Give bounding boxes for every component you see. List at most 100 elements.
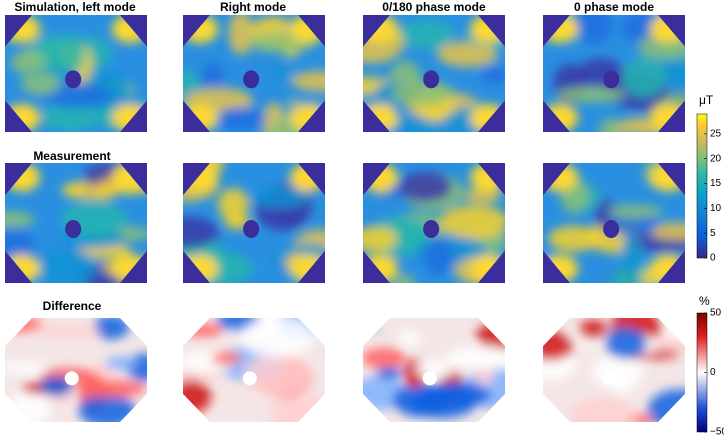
field-blob — [273, 65, 296, 82]
heatmap-field — [363, 318, 505, 422]
heatmap-field — [543, 318, 685, 422]
colorbar-unit: μT — [699, 93, 714, 107]
field-blob — [476, 318, 505, 351]
center-spot — [64, 371, 79, 386]
field-blob — [604, 327, 647, 359]
field-blob — [78, 393, 136, 422]
field-blob — [398, 330, 421, 348]
field-blob — [408, 385, 477, 419]
heatmap-field — [363, 163, 505, 283]
heatmap-panel — [363, 318, 505, 422]
colorbar-tick-label: 5 — [710, 228, 716, 239]
field-blob — [61, 183, 85, 197]
heatmap-panel — [543, 15, 685, 132]
heatmap-field — [363, 15, 505, 132]
heatmap-field — [183, 163, 325, 283]
center-spot — [423, 70, 440, 89]
field-blob — [243, 354, 312, 396]
field-blobs — [5, 318, 147, 422]
heatmap-field — [5, 318, 147, 422]
field-blob — [105, 356, 138, 371]
column-title: 0/180 phase mode — [382, 0, 486, 14]
field-blob — [42, 99, 98, 132]
heatmap-field — [5, 15, 147, 132]
heatmap-field — [183, 15, 325, 132]
center-spot — [65, 220, 82, 238]
field-blob — [183, 379, 212, 414]
field-blob — [556, 87, 626, 103]
field-blob — [363, 320, 381, 333]
field-blobs — [363, 163, 505, 283]
field-blob — [423, 237, 455, 276]
field-blobs — [5, 15, 147, 132]
heatmap-panel — [5, 163, 147, 283]
field-blob — [240, 318, 315, 358]
center-spot — [423, 220, 440, 238]
field-blob — [376, 366, 403, 380]
center-spot — [422, 371, 437, 386]
field-blob — [393, 274, 416, 283]
field-blobs — [363, 15, 505, 132]
center-spot — [243, 70, 260, 89]
field-blob — [228, 15, 253, 55]
field-blob — [214, 107, 267, 131]
row-label: Difference — [43, 299, 102, 313]
field-blob — [569, 396, 636, 422]
field-blob — [183, 323, 224, 337]
field-blob — [93, 318, 130, 340]
colorbar-tick-label: 10 — [710, 203, 722, 214]
heatmap-panel — [363, 15, 505, 132]
field-blob — [463, 187, 501, 204]
field-blob — [211, 352, 243, 365]
field-blob — [621, 234, 643, 273]
field-blob — [77, 379, 146, 398]
heatmap-panel — [543, 318, 685, 422]
field-blob — [574, 15, 614, 45]
colorbar-tick-label: 0 — [710, 367, 716, 378]
heatmap-panel — [183, 163, 325, 283]
field-blob — [446, 346, 505, 371]
center-spot — [243, 220, 260, 238]
field-blob — [391, 81, 455, 107]
heatmap-panel — [5, 318, 147, 422]
heatmap-field — [5, 163, 147, 283]
colorbar-tick-label: 20 — [710, 153, 722, 164]
field-blob — [291, 70, 325, 92]
colorbar-unit: % — [699, 294, 710, 308]
field-blob — [578, 320, 608, 340]
field-blob — [5, 211, 35, 228]
column-title: 0 phase mode — [574, 0, 654, 14]
field-blob — [648, 222, 685, 241]
field-blobs — [183, 163, 325, 283]
field-blob — [397, 20, 455, 49]
center-spot — [602, 371, 617, 386]
field-blob — [217, 188, 249, 221]
colorbar-tick-label: 25 — [710, 129, 722, 140]
colorbar-tick-label: −50 — [710, 427, 724, 438]
field-blob — [20, 72, 61, 95]
row-label: Measurement — [33, 149, 110, 163]
field-blob — [607, 204, 663, 219]
field-blob — [591, 355, 645, 388]
heatmap-panel — [183, 15, 325, 132]
center-spot — [242, 371, 257, 386]
center-spot — [603, 220, 620, 238]
heatmap-panel — [183, 318, 325, 422]
center-spot — [65, 70, 82, 89]
colorbar — [696, 113, 708, 259]
heatmap-panel — [5, 15, 147, 132]
colorbar-tick-label: 0 — [710, 253, 716, 264]
field-blob — [363, 347, 407, 369]
field-blob — [39, 376, 74, 396]
field-blob — [5, 361, 48, 374]
field-blob — [363, 225, 398, 253]
field-blob — [271, 394, 305, 422]
colorbar-tick-label: 15 — [710, 178, 722, 189]
heatmap-field — [183, 318, 325, 422]
column-title: Simulation, left mode — [14, 0, 136, 14]
field-blob — [40, 83, 114, 108]
field-blob — [33, 325, 101, 338]
field-blob — [481, 65, 505, 84]
